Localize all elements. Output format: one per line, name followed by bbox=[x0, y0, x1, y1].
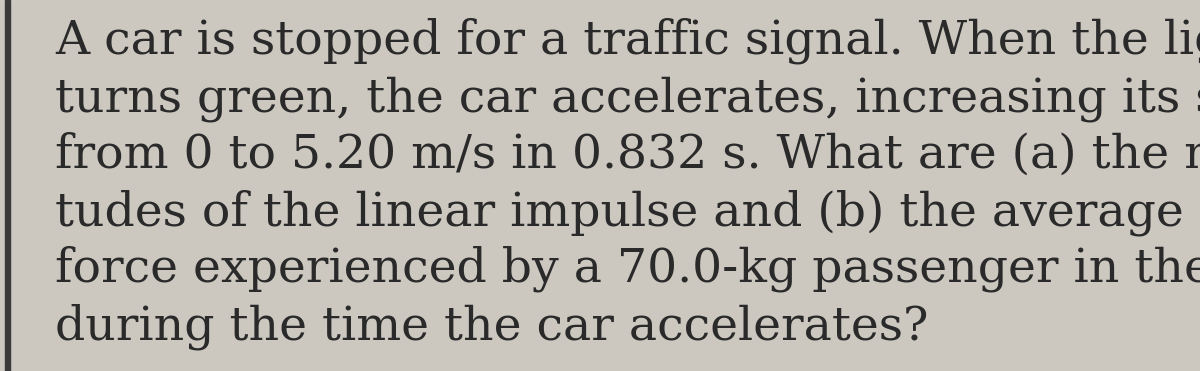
Text: from 0 to 5.20 m/s in 0.832 s. What are (a) the magni-: from 0 to 5.20 m/s in 0.832 s. What are … bbox=[55, 132, 1200, 178]
Text: A car is stopped for a traffic signal. When the light: A car is stopped for a traffic signal. W… bbox=[55, 18, 1200, 65]
Text: turns green, the car accelerates, increasing its speed: turns green, the car accelerates, increa… bbox=[55, 75, 1200, 121]
Text: force experienced by a 70.0-kg passenger in the car: force experienced by a 70.0-kg passenger… bbox=[55, 246, 1200, 292]
Text: during the time the car accelerates?: during the time the car accelerates? bbox=[55, 303, 929, 349]
Bar bbox=[5, 0, 10, 371]
Text: tudes of the linear impulse and (b) the average total: tudes of the linear impulse and (b) the … bbox=[55, 189, 1200, 236]
